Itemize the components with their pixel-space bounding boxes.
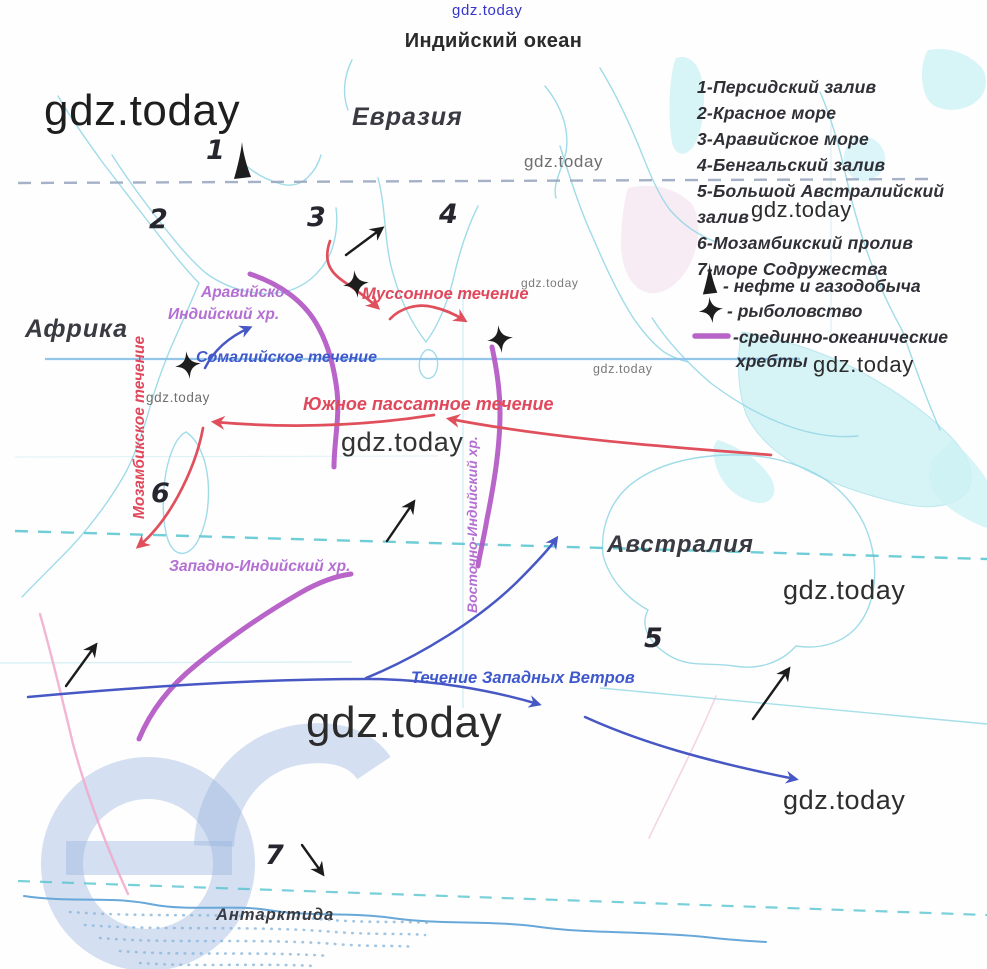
label-mozambique-current: Мозамбикское течение	[131, 335, 148, 519]
arabian-indian-ridge-line	[247, 271, 341, 470]
watermark: gdz.today	[593, 362, 653, 376]
label-somali-current: Сомалийское течение	[196, 349, 377, 366]
map-number-7: 7	[265, 840, 284, 871]
legend-ridge-label-1: -срединно-океанические	[733, 327, 949, 347]
graticule-lines	[0, 112, 987, 725]
legend-fishing-label: - рыболовство	[727, 301, 863, 321]
label-west-indian-ridge: Западно-Индийский хр.	[169, 558, 351, 575]
legend-oil-label: - нефте и газодобыча	[723, 276, 921, 296]
east-indian-ridge-line	[475, 344, 503, 569]
legend-oil-derrick-icon	[702, 263, 718, 295]
watermark: gdz.today	[44, 86, 241, 135]
pink-lines	[38, 612, 717, 896]
label-australia: Австралия	[607, 531, 754, 558]
legend-item: 4-Бенгальский залив	[697, 155, 886, 175]
legend-item: 5-Большой Австралийский	[697, 181, 945, 201]
oil-derrick-icon	[234, 142, 251, 179]
map-number-3: 3	[307, 202, 326, 233]
wind-arrow-icon	[64, 642, 98, 688]
south-trade-current-east	[445, 413, 773, 457]
legend-item: 7-море Содружества	[697, 259, 888, 279]
map-number-4: 4	[439, 199, 458, 230]
fishing-icon	[343, 270, 369, 298]
label-monsoon-current: Муссонное течение	[362, 285, 529, 303]
legend-item: 3-Аравийское море	[697, 129, 869, 149]
watermark: gdz.today	[521, 276, 579, 290]
label-arabian-indian-ridge-2: Индийский хр.	[168, 306, 280, 323]
mozambique-current-line	[135, 426, 205, 549]
tropic-of-cancer-dashed	[17, 177, 931, 185]
wind-arrows	[64, 226, 791, 877]
giant-watermark-shapes	[41, 723, 391, 969]
watermark: gdz.today	[524, 152, 604, 171]
watermark: gdz.today	[783, 575, 906, 605]
watermark-top: gdz.today	[452, 2, 523, 19]
legend-item: 2-Красное море	[697, 103, 837, 123]
antarctic-circle-dashed	[17, 879, 987, 917]
warm-currents	[135, 239, 773, 549]
watermark: gdz.today	[751, 197, 852, 222]
watermark: gdz.today	[146, 390, 210, 405]
legend-item: 6-Мозамбикский пролив	[697, 233, 914, 253]
legend-item: 1-Персидский залив	[697, 77, 877, 97]
map-number-1: 1	[206, 135, 225, 166]
coastlines	[21, 59, 941, 668]
watermark: gdz.today	[813, 352, 914, 377]
monsoon-current-line-1	[325, 239, 381, 310]
map-number-6: 6	[151, 478, 170, 509]
west-indian-ridge-line	[136, 571, 354, 742]
legend-item: залив	[697, 207, 750, 227]
sea-tint-patches	[620, 48, 987, 528]
antarctica-coast	[23, 895, 767, 968]
west-winds-branch-south	[583, 715, 799, 784]
monsoon-current-line-2	[388, 304, 468, 323]
fishing-icons	[175, 270, 724, 379]
label-south-trade-current: Южное пассатное течение	[303, 394, 554, 414]
oil-icons	[234, 142, 718, 295]
label-east-indian-ridge: Восточно-Индийский хр.	[464, 436, 480, 613]
legend-ridge-label-2: хребты	[736, 351, 808, 371]
mid-ocean-ridges	[136, 271, 731, 742]
south-trade-current-west	[210, 413, 436, 430]
somali-current-line	[203, 325, 253, 370]
fishing-icon	[175, 351, 201, 379]
legend: 1-Персидский залив 2-Красное море 3-Арав…	[697, 74, 972, 282]
page-title: Индийский океан	[404, 30, 583, 52]
west-winds-branch-north	[364, 535, 559, 680]
legend-fishing-icon	[698, 296, 724, 324]
watermark: gdz.today	[306, 698, 503, 747]
cold-currents	[26, 325, 799, 784]
wind-arrow-icon	[385, 499, 416, 543]
map-number-5: 5	[644, 623, 663, 654]
watermark: gdz.today	[341, 427, 464, 457]
map-number-2: 2	[149, 204, 168, 235]
wind-arrow-icon	[344, 226, 385, 257]
wind-arrow-icon	[751, 666, 791, 721]
label-antarctica: Антарктида	[216, 906, 335, 924]
tropic-of-capricorn-dashed	[14, 529, 987, 561]
west-winds-current-main	[26, 677, 542, 708]
wind-arrow-icon	[300, 843, 325, 877]
label-eurasia: Евразия	[352, 103, 463, 131]
watermark: gdz.today	[783, 785, 906, 815]
fishing-icon	[487, 325, 513, 353]
label-africa: Африка	[25, 315, 128, 343]
label-west-winds-current: Течение Западных Ветров	[411, 669, 635, 687]
label-arabian-indian-ridge-1: Аравийско-	[201, 284, 290, 301]
